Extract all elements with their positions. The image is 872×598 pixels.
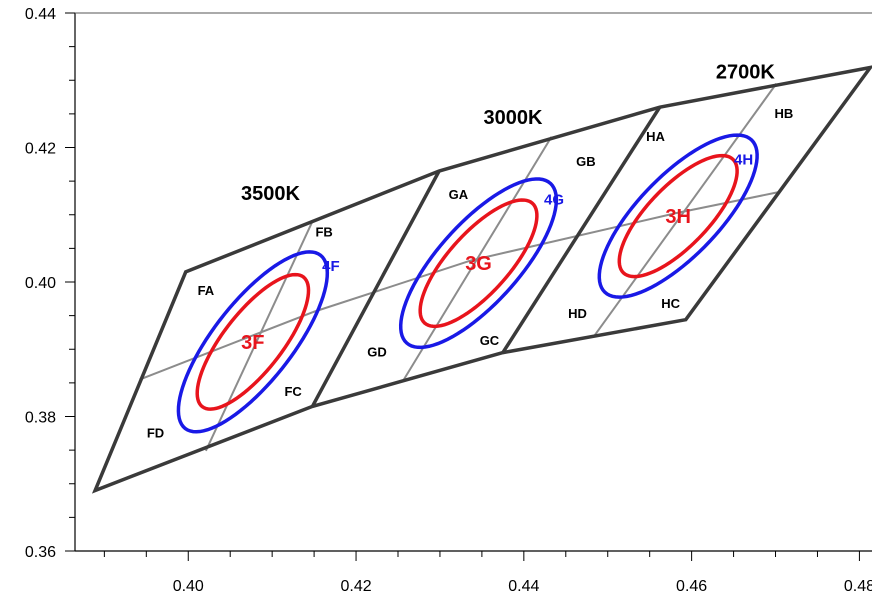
y-tick-label: 0.42 bbox=[25, 141, 56, 158]
y-tick-label: 0.44 bbox=[25, 6, 56, 23]
sub-bin-divider bbox=[470, 212, 676, 262]
bin-label: HB bbox=[775, 106, 794, 121]
ellipse-4h bbox=[597, 133, 759, 299]
ellipse-3f bbox=[195, 272, 311, 411]
sub-bin-divider bbox=[204, 221, 314, 452]
macadam-ellipses bbox=[176, 133, 759, 434]
x-tick-label: 0.44 bbox=[508, 578, 539, 595]
bin-label: GD bbox=[367, 344, 387, 359]
sub-bin-divider bbox=[593, 83, 778, 337]
bin-label: HC bbox=[661, 296, 680, 311]
bin-label: FD bbox=[147, 426, 164, 441]
sub-bin-divider bbox=[139, 311, 313, 381]
bin-label: FC bbox=[284, 384, 302, 399]
bin-label: HA bbox=[646, 129, 665, 144]
x-tick-label: 0.46 bbox=[676, 578, 707, 595]
cct-divider bbox=[501, 106, 662, 354]
ellipse-label-3g: 3G bbox=[465, 253, 492, 275]
cct-label: 3500K bbox=[241, 183, 300, 205]
ellipse-3h bbox=[617, 153, 739, 279]
bin-label: GA bbox=[449, 187, 469, 202]
ellipse-label-3h: 3H bbox=[665, 206, 691, 228]
ellipse-label-4g: 4G bbox=[544, 191, 564, 208]
cct-label: 2700K bbox=[716, 62, 775, 84]
quadrangle-outline bbox=[91, 65, 872, 494]
bin-label: HD bbox=[568, 306, 587, 321]
y-tick-label: 0.38 bbox=[25, 410, 56, 427]
cct-divider bbox=[310, 170, 441, 408]
ellipse-label-3f: 3F bbox=[241, 332, 264, 354]
ellipse-4f bbox=[176, 250, 330, 434]
bin-label: GB bbox=[576, 154, 596, 169]
x-tick-label: 0.42 bbox=[340, 578, 371, 595]
quadrangle-boundaries bbox=[91, 65, 872, 494]
sub-bin-divider bbox=[312, 259, 472, 314]
chart-labels: 3F 4F 3G 4G 3H 4H 3500K 3000K 2700K FA FB FC FD GA GB G… bbox=[147, 62, 793, 441]
x-tick-label: 0.40 bbox=[173, 578, 204, 595]
x-tick-label: 0.48 bbox=[844, 578, 872, 595]
y-tick-label: 0.40 bbox=[25, 275, 56, 292]
ellipse-label-4h: 4H bbox=[734, 152, 753, 169]
y-tick-label: 0.36 bbox=[25, 544, 56, 561]
ellipse-3g bbox=[418, 198, 539, 329]
bin-label: FA bbox=[198, 283, 215, 298]
bin-label: FB bbox=[315, 225, 332, 240]
ellipse-label-4f: 4F bbox=[322, 258, 340, 275]
ellipse-4g bbox=[398, 177, 559, 350]
cct-label: 3000K bbox=[483, 107, 542, 129]
bin-dividers bbox=[139, 83, 780, 452]
axes: 0.40 0.42 0.44 0.46 0.48 0.36 0.38 0.40 0.42 0.44 bbox=[25, 6, 872, 595]
bin-label: GC bbox=[480, 333, 500, 348]
